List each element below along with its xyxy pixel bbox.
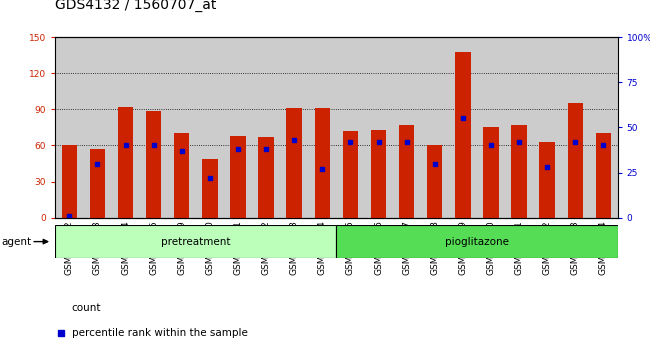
Bar: [483, 127, 499, 218]
Text: agent: agent: [1, 236, 31, 247]
Text: pioglitazone: pioglitazone: [445, 236, 509, 247]
Bar: [343, 131, 358, 218]
Bar: [595, 133, 611, 218]
Text: percentile rank within the sample: percentile rank within the sample: [72, 328, 248, 338]
Bar: [370, 130, 386, 218]
Text: count: count: [72, 303, 101, 313]
Bar: [118, 107, 133, 218]
Bar: [427, 145, 443, 218]
Bar: [315, 108, 330, 218]
Bar: [258, 137, 274, 218]
Bar: [567, 103, 583, 218]
Text: pretreatment: pretreatment: [161, 236, 231, 247]
Bar: [287, 108, 302, 218]
Bar: [55, 225, 337, 258]
Bar: [540, 142, 555, 218]
Bar: [512, 125, 527, 218]
Bar: [146, 110, 161, 218]
Bar: [62, 145, 77, 218]
Bar: [202, 159, 218, 218]
Bar: [174, 133, 190, 218]
Bar: [230, 136, 246, 218]
Bar: [337, 225, 618, 258]
Bar: [90, 149, 105, 218]
Bar: [399, 125, 415, 218]
Bar: [455, 52, 471, 218]
Text: GDS4132 / 1560707_at: GDS4132 / 1560707_at: [55, 0, 216, 12]
